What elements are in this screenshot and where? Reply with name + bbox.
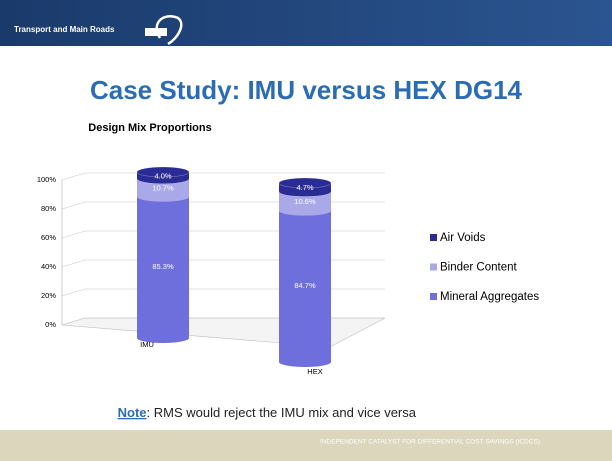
logo — [145, 15, 183, 46]
note: Note: RMS would reject the IMU mix and v… — [118, 405, 417, 420]
footer-text: INDEPENDENT CATALYST FOR DIFFERENTIAL CO… — [320, 439, 540, 446]
y-tick-label: 40% — [41, 262, 56, 271]
legend-label: Binder Content — [440, 262, 518, 274]
segment-body — [279, 191, 331, 216]
value-label: 84.7% — [294, 281, 316, 290]
legend-swatch — [430, 263, 437, 271]
value-label: 10.7% — [152, 184, 174, 193]
y-tick-label: 20% — [41, 291, 56, 300]
segment-body — [137, 196, 189, 343]
y-tick-label: 100% — [37, 175, 57, 184]
value-label: 85.3% — [152, 262, 174, 271]
segment-top — [136, 166, 190, 178]
y-tick-label: 60% — [41, 233, 56, 242]
y-tick-label: 0% — [45, 320, 56, 329]
y-tick-label: 80% — [41, 204, 56, 213]
header-bar — [0, 0, 612, 46]
segment-body — [279, 210, 331, 367]
chart-title: Design Mix Proportions — [88, 122, 211, 134]
x-tick-label: IMU — [140, 340, 154, 349]
legend-label: Air Voids — [440, 232, 486, 244]
value-label: 4.0% — [154, 171, 171, 180]
value-label: 10.6% — [294, 197, 316, 206]
segment-top — [278, 177, 332, 189]
note-label: Note — [118, 405, 147, 420]
slide-title: Case Study: IMU versus HEX DG14 — [90, 75, 523, 105]
value-label: 4.7% — [296, 183, 313, 192]
header-text: Transport and Main Roads — [14, 25, 115, 34]
legend-swatch — [430, 293, 437, 300]
grid-line — [61, 172, 385, 181]
note-text: : RMS would reject the IMU mix and vice … — [147, 405, 417, 420]
x-tick-label: HEX — [307, 367, 322, 376]
footer-bar — [0, 430, 612, 461]
cylinder-segment — [136, 166, 190, 184]
legend-swatch — [430, 234, 437, 241]
segment-body — [137, 178, 189, 202]
legend-label: Mineral Aggregates — [440, 291, 539, 303]
cylinder-segment — [278, 177, 332, 197]
